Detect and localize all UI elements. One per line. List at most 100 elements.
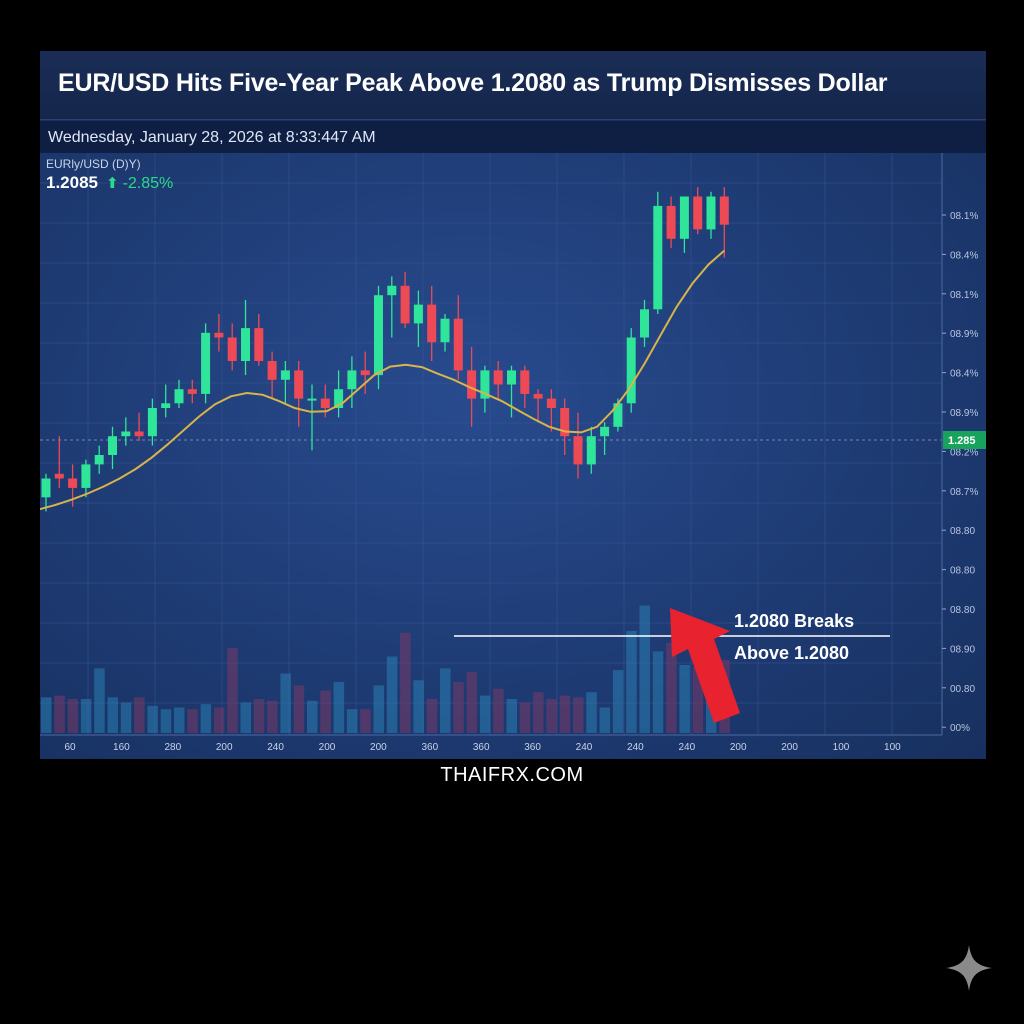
volume-bar	[506, 699, 517, 733]
price-row: 1.2085 ⬆ -2.85%	[46, 173, 173, 193]
right-axis-label: 08.9%	[950, 408, 978, 419]
candle-body	[719, 196, 729, 225]
candle-body	[480, 370, 490, 399]
x-axis-label: 360	[473, 742, 490, 753]
candle-body	[653, 205, 663, 310]
right-axis-label: 08.80	[950, 526, 975, 537]
volume-bar	[453, 682, 464, 733]
right-axis-label: 00%	[950, 723, 970, 734]
x-axis-label: 240	[267, 742, 284, 753]
volume-bar	[267, 700, 278, 733]
volume-bar	[80, 699, 92, 733]
volume-bar	[652, 651, 664, 733]
candle-body	[400, 285, 410, 324]
candle-body	[560, 408, 570, 437]
volume-bar	[94, 668, 105, 733]
x-axis-label: 360	[524, 742, 541, 753]
date-bar: Wednesday, January 28, 2026 at 8:33:447 …	[40, 121, 986, 153]
right-axis-label: 08.9%	[950, 329, 978, 340]
candle-body	[573, 436, 583, 465]
candle-body	[533, 393, 543, 399]
x-axis-label: 200	[370, 742, 387, 753]
price-tag	[943, 431, 986, 449]
candle-body	[54, 473, 64, 479]
volume-bar	[187, 709, 198, 733]
volume-bar	[413, 680, 424, 733]
x-axis-label: 280	[164, 742, 181, 753]
plot-area[interactable]: 08.1% 08.4% 08.1% 08.9% 08.4% 08.9% 08.2% 08.7%…	[40, 153, 986, 759]
volume-bar	[479, 695, 491, 733]
candle-body	[640, 309, 649, 338]
moving-average-line	[40, 249, 725, 511]
candle-body	[453, 318, 463, 371]
right-axis-label: 08.4%	[950, 250, 978, 261]
volume-bar	[280, 673, 291, 733]
candle-body	[374, 295, 383, 376]
candle-body	[81, 464, 91, 488]
candle-body	[187, 389, 197, 394]
candle-body	[520, 370, 530, 394]
volume-bar	[253, 699, 265, 733]
x-axis-label: 60	[64, 742, 76, 753]
x-axis-label: 240	[678, 742, 695, 753]
volume-bar	[293, 685, 305, 733]
right-axis-label: 08.80	[950, 605, 975, 616]
volume-bar	[320, 690, 331, 733]
candle-body	[666, 205, 676, 239]
volume-bar	[679, 665, 690, 733]
x-axis-label: 200	[216, 742, 233, 753]
volume-bar	[426, 699, 438, 733]
candle-body	[600, 426, 610, 437]
volume-bar	[373, 685, 384, 733]
candle-body	[546, 398, 556, 408]
x-axis-label: 240	[627, 742, 644, 753]
price-change: -2.85%	[122, 175, 174, 192]
volume-bar	[41, 697, 52, 733]
chart-title: EUR/USD Hits Five-Year Peak Above 1.2080…	[58, 69, 888, 97]
volume-bar	[533, 692, 544, 733]
volume-bar	[573, 697, 584, 733]
volume-bar	[386, 656, 398, 733]
volume-bar	[174, 707, 185, 733]
title-bar: EUR/USD Hits Five-Year Peak Above 1.2080…	[40, 51, 986, 120]
candle-body	[427, 304, 437, 343]
annotation-line-2: Above 1.2080	[734, 643, 850, 663]
sparkle-icon	[946, 945, 992, 991]
volume-bar	[626, 631, 637, 733]
x-axis-label: 200	[781, 742, 798, 753]
volume-bar	[639, 605, 650, 733]
volume-bar	[360, 709, 371, 733]
candle-body	[161, 403, 171, 408]
volume-bar	[666, 642, 677, 733]
candle-body	[174, 389, 184, 404]
candlestick-chart[interactable]: 08.1% 08.4% 08.1% 08.9% 08.4% 08.9% 08.2% 08.7%…	[40, 153, 986, 759]
price-tag-label: 1.285	[948, 435, 976, 447]
candle-body	[241, 328, 250, 361]
volume-bar	[200, 704, 212, 733]
x-axis-label: 200	[730, 742, 747, 753]
candle-body	[134, 431, 144, 437]
candle-body	[214, 332, 224, 338]
volume-bar	[120, 702, 132, 733]
breakout-arrow-icon	[670, 608, 740, 723]
volume-bar	[147, 705, 158, 733]
annotation-line-1: 1.2080 Breaks	[734, 611, 855, 631]
candle-body	[201, 332, 211, 394]
candle-body	[121, 431, 131, 437]
volume-bar	[599, 707, 611, 733]
right-axis-label: 08.90	[950, 644, 975, 655]
candle-body	[307, 398, 317, 401]
volume-bar	[586, 692, 597, 733]
candle-body	[507, 370, 516, 385]
volume-bar	[612, 670, 624, 733]
x-axis-label: 240	[576, 742, 593, 753]
right-axis-label: 08.7%	[950, 487, 978, 498]
candle-body	[294, 370, 304, 399]
volume-bar	[346, 709, 358, 733]
volume-bar	[692, 666, 704, 733]
candle-body	[679, 196, 689, 239]
last-price: 1.2085	[46, 173, 98, 192]
timestamp: Wednesday, January 28, 2026 at 8:33:447 …	[48, 129, 376, 146]
candle-body	[41, 478, 51, 498]
right-axis-label: 08.2%	[950, 447, 978, 458]
